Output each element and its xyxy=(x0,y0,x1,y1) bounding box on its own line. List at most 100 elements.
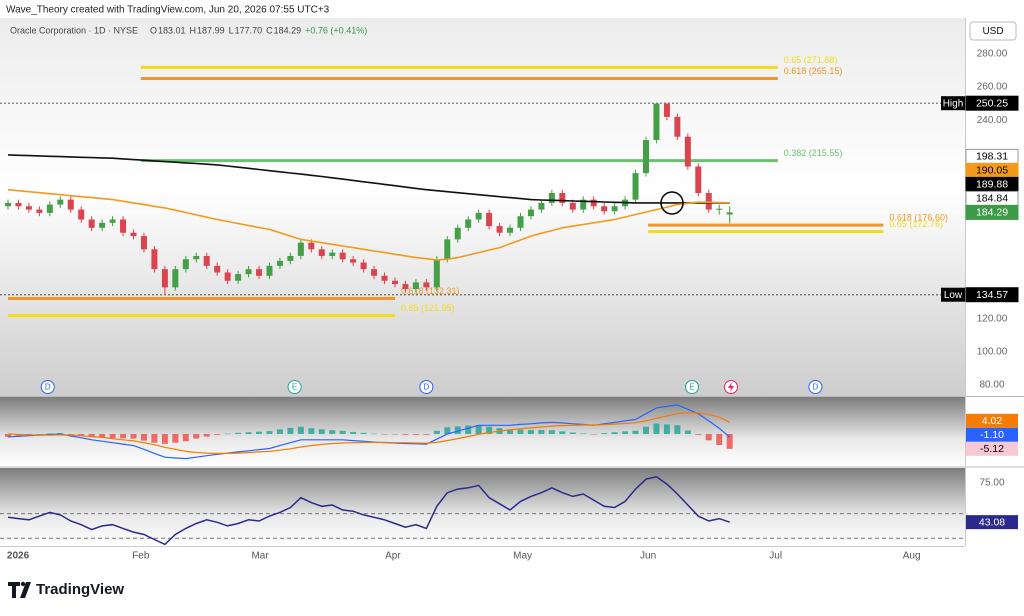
candle-body xyxy=(15,202,22,207)
candle-body xyxy=(601,206,608,212)
macd-bar xyxy=(109,433,116,439)
macd-bar xyxy=(266,431,273,434)
macd-bar xyxy=(371,433,378,435)
macd-bar xyxy=(67,433,74,435)
price-tag-value: 250.25 xyxy=(976,97,1008,109)
candle-body xyxy=(256,269,263,276)
event-label: D xyxy=(45,383,51,392)
currency-box[interactable] xyxy=(969,21,1017,41)
macd-bar xyxy=(423,433,430,435)
event-label: E xyxy=(689,383,694,392)
macd-bar xyxy=(412,433,419,435)
event-label: E xyxy=(292,383,297,392)
macd-bar xyxy=(433,430,440,434)
macd-bar xyxy=(46,433,53,434)
y-tick-label: 240.00 xyxy=(977,115,1008,126)
candle-body xyxy=(590,199,597,207)
macd-bar xyxy=(590,433,597,435)
ohlc-value: 177.70 xyxy=(235,25,263,35)
candle-body xyxy=(444,239,451,260)
x-tick-label: Jun xyxy=(640,551,656,562)
macd-pane xyxy=(0,397,965,466)
macd-plot xyxy=(5,404,733,460)
macd-bar xyxy=(350,431,357,434)
candle-body xyxy=(67,199,74,210)
candle-body xyxy=(57,199,64,205)
ohlc-value: 184.29 xyxy=(274,25,302,35)
candle-body xyxy=(245,269,252,275)
x-tick-label: Mar xyxy=(251,551,269,562)
candle-body xyxy=(193,255,200,260)
event-marker xyxy=(419,380,434,394)
candle-body xyxy=(726,212,733,215)
price-tag-value: 184.84 xyxy=(976,193,1008,205)
price-tag-label: Low xyxy=(944,290,963,301)
candle-body xyxy=(695,166,702,194)
macd-bar xyxy=(507,429,514,434)
x-tick-label: Apr xyxy=(385,551,401,562)
fib-label: 0.618 (265.15) xyxy=(784,66,843,76)
macd-bar xyxy=(297,426,304,434)
fib-label: 0.618 (176.60) xyxy=(889,213,948,223)
price-tag-value: 184.29 xyxy=(976,207,1008,219)
candle-body xyxy=(297,242,304,256)
macd-bar xyxy=(548,430,555,434)
macd-bar xyxy=(381,433,388,435)
candle-body xyxy=(548,193,555,203)
candle-body xyxy=(412,282,419,290)
macd-bar xyxy=(329,430,336,434)
candle-body xyxy=(266,265,273,276)
y-tick-label: 80.00 xyxy=(979,380,1004,391)
event-marker xyxy=(40,380,55,394)
candle-body xyxy=(684,136,691,167)
macd-bar xyxy=(454,426,461,434)
candle-body xyxy=(161,269,168,288)
macd-value-tag xyxy=(966,441,1018,456)
macd-bar xyxy=(88,433,95,438)
candle-body xyxy=(465,219,472,228)
candle-body xyxy=(569,202,576,210)
event-label: D xyxy=(813,383,819,392)
macd-bar xyxy=(78,433,85,436)
candle-body xyxy=(172,269,179,288)
price-tag-bg xyxy=(965,287,1019,303)
candle-body xyxy=(402,284,409,290)
macd-bar xyxy=(601,433,608,434)
price-tag-label: High xyxy=(943,98,964,109)
event-marker xyxy=(287,380,302,394)
candle-body xyxy=(203,255,210,266)
candle-body xyxy=(454,227,461,240)
candle-body xyxy=(486,212,493,227)
rsi-pane xyxy=(0,468,965,546)
macd-bar xyxy=(99,433,106,438)
candle-body xyxy=(46,204,53,213)
lightning-event[interactable] xyxy=(724,380,738,394)
candle-body xyxy=(224,272,231,281)
macd-bar xyxy=(287,427,294,434)
macd-bar xyxy=(151,433,158,443)
ohlc-value: 187.99 xyxy=(197,25,225,35)
candle-body xyxy=(643,140,649,174)
candle-body xyxy=(5,202,11,207)
macd-bar xyxy=(527,429,534,434)
macd-bar xyxy=(611,432,618,434)
legend-name: Oracle Corporation · 1D · NYSE xyxy=(10,25,138,35)
macd-bar xyxy=(402,433,409,435)
fib-label: 0.65 (172.76) xyxy=(889,219,943,229)
candle-body xyxy=(99,222,106,228)
candle-body xyxy=(705,193,712,210)
y-tick-label: 100.00 xyxy=(977,347,1008,358)
candle-body xyxy=(120,219,127,233)
price-tag-bg xyxy=(965,95,1019,111)
logo xyxy=(8,581,31,598)
price-tag-bg xyxy=(941,287,965,302)
candle-body xyxy=(130,232,137,237)
price-tag-value: 134.57 xyxy=(976,289,1008,301)
macd-bar xyxy=(339,430,346,434)
candle-body xyxy=(611,206,618,212)
macd-bar xyxy=(653,423,660,434)
attribution: Wave_Theory created with TradingView.com… xyxy=(6,5,330,16)
macd-bar xyxy=(308,428,315,434)
